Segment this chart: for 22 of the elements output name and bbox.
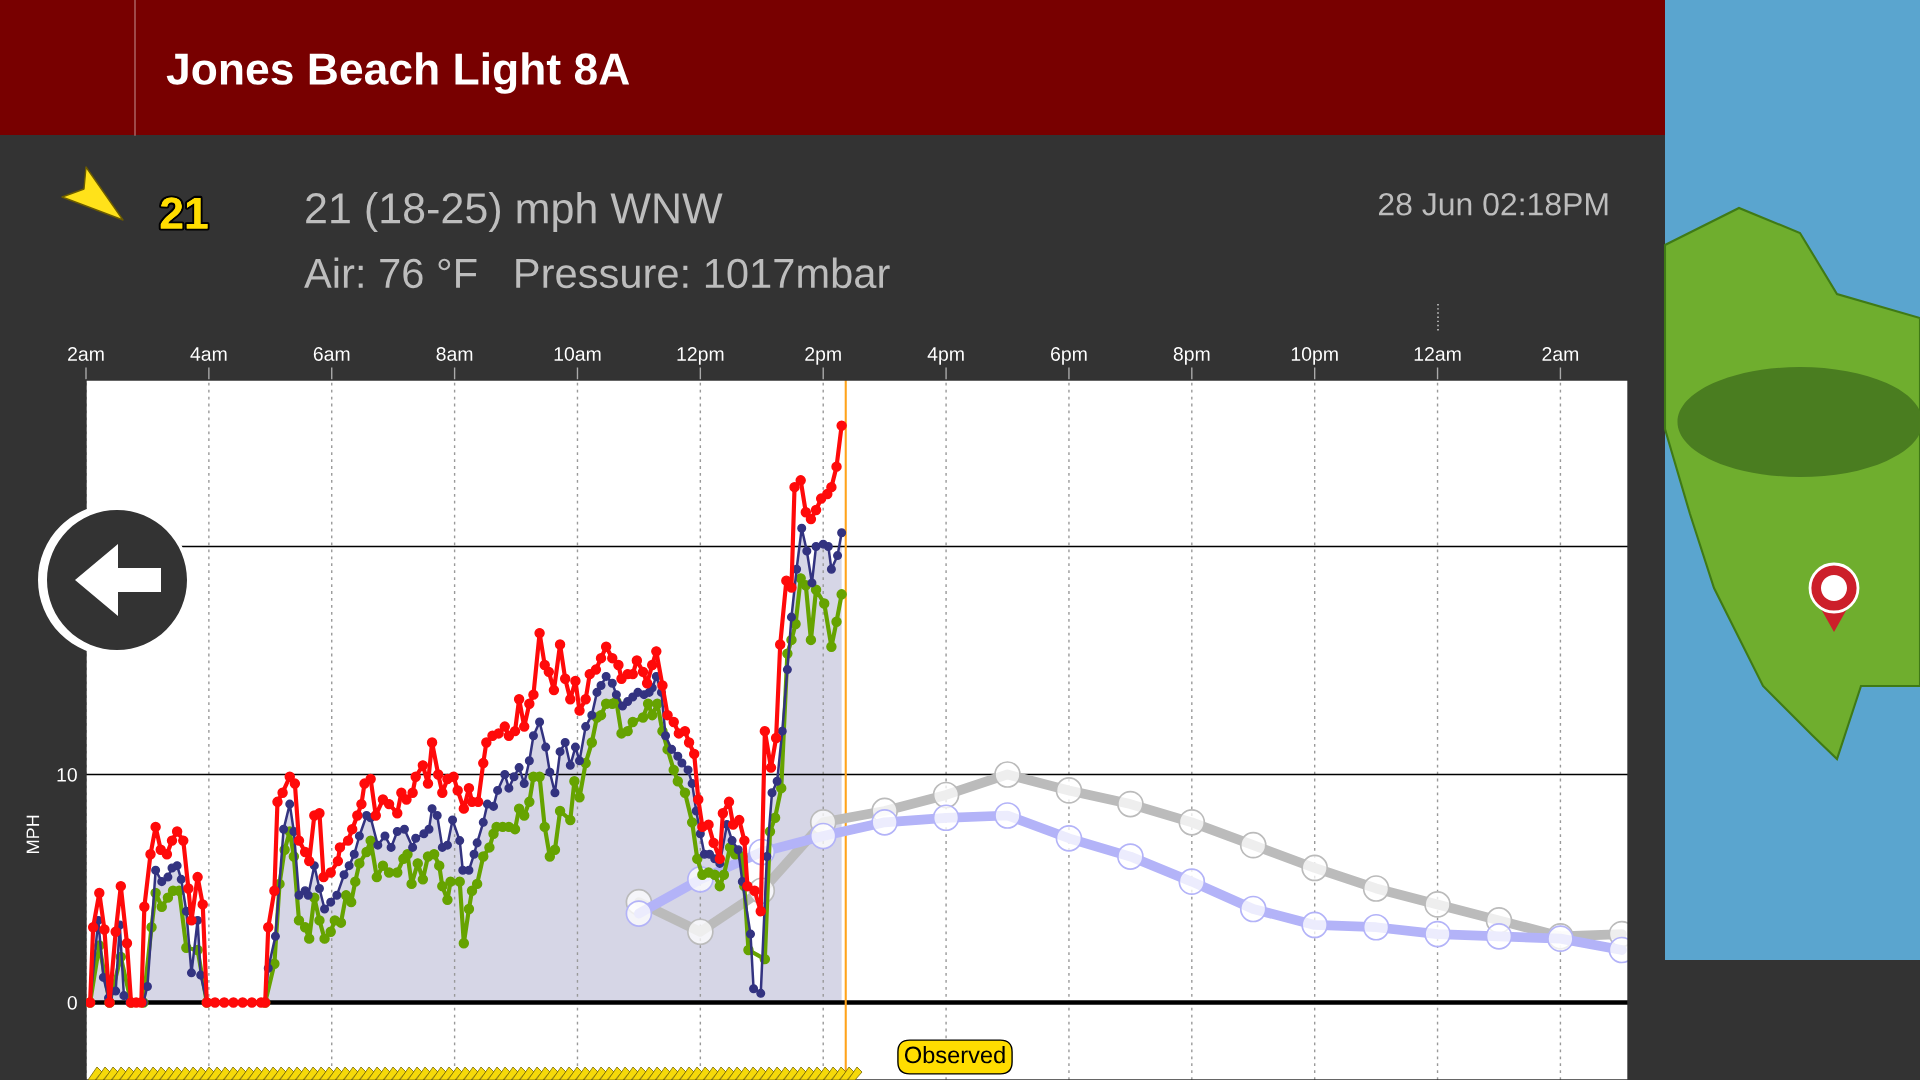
x-tick-label: 8am	[436, 347, 473, 361]
x-tick-label: 12am	[1414, 347, 1461, 361]
y-tick-label: 10	[57, 767, 77, 782]
x-tick-label: 6am	[313, 347, 350, 361]
text: Air: 76 °F Pressure: 1017mbar	[304, 257, 890, 289]
x-tick-label: 4pm	[927, 347, 964, 365]
chart-title: Jones Beach Light 8A	[166, 52, 630, 94]
x-tick-label: 10pm	[1291, 347, 1338, 365]
x-tick-label: 4am	[190, 347, 227, 361]
text: 28 Jun 02:18PM	[1378, 192, 1608, 216]
x-tick-label: 2pm	[805, 347, 841, 365]
text: 21	[160, 197, 208, 229]
x-tick-label: 8pm	[1173, 347, 1210, 365]
chart-subtitle: 21 (18-25) mph WNW	[306, 191, 723, 233]
x-tick-label: 2am	[1542, 347, 1579, 361]
x-tick-label: 6pm	[1051, 347, 1087, 365]
x-tick-label: 2am	[68, 347, 104, 361]
x-tick-label: 10am	[554, 347, 601, 361]
x-tick-label: 12pm	[677, 347, 724, 365]
annotation: Observed	[904, 1045, 1005, 1064]
y-axis-title: MPH	[26, 815, 40, 853]
y-tick-label: 0	[67, 995, 77, 1010]
